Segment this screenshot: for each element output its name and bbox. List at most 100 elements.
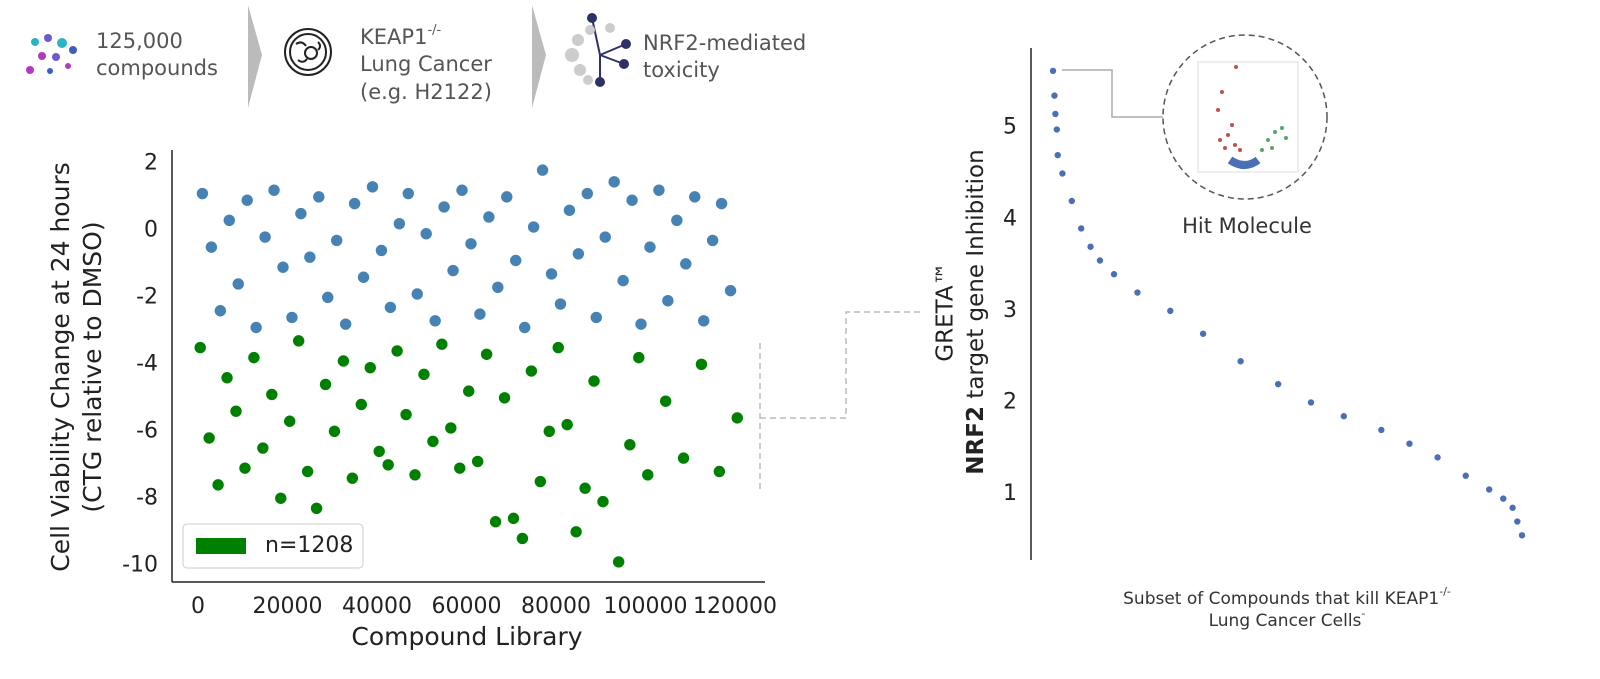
y-tick-label: 0: [144, 217, 158, 242]
y-tick-label: -6: [136, 418, 158, 443]
point: [697, 314, 710, 328]
point: [1199, 329, 1207, 338]
point: [265, 388, 279, 401]
y-tick-label: -8: [136, 485, 158, 510]
point: [384, 301, 397, 314]
point: [1077, 224, 1085, 233]
inset: [1162, 34, 1328, 200]
point: [258, 230, 272, 244]
point: [337, 354, 350, 368]
point: [417, 368, 431, 381]
point: [393, 217, 406, 230]
point: [507, 512, 520, 525]
point: [363, 361, 377, 374]
point: [339, 317, 352, 331]
point: [437, 200, 451, 214]
x-tick-label: 120000: [693, 594, 777, 619]
point: [238, 461, 252, 475]
point: [1377, 426, 1386, 434]
point: [1096, 256, 1104, 265]
point: [1433, 453, 1442, 462]
y-tick-label: -4: [136, 351, 158, 376]
point: [677, 451, 690, 465]
point: [1050, 91, 1059, 100]
point: [1485, 485, 1493, 494]
step-text: toxicity: [643, 58, 720, 82]
point: [500, 190, 514, 204]
point: [220, 371, 234, 385]
x-axis-label: Compound Library: [351, 622, 582, 651]
x-tick-label: 100000: [604, 594, 688, 619]
point: [1405, 439, 1414, 448]
point: [231, 277, 245, 291]
point: [444, 421, 458, 435]
point: [730, 411, 744, 425]
point: [435, 337, 449, 351]
point: [482, 210, 496, 224]
point: [312, 190, 326, 204]
y-tick-label: 2: [1003, 389, 1017, 414]
point: [625, 193, 639, 207]
point: [453, 461, 467, 475]
y-axis-label: (CTG relative to DMSO): [78, 221, 107, 512]
point: [706, 234, 719, 247]
y-tick-label: 5: [1003, 115, 1017, 140]
y-axis-label: target gene Inhibition: [963, 149, 989, 406]
point: [285, 311, 299, 324]
point: [462, 384, 476, 398]
y-tick-label: 2: [144, 150, 158, 175]
point: [498, 391, 511, 405]
point: [480, 347, 493, 361]
point: [214, 304, 227, 318]
point: [319, 378, 332, 391]
y-tick-label: 3: [1003, 298, 1017, 323]
connector: [760, 311, 922, 419]
point: [321, 291, 335, 304]
point: [1086, 242, 1095, 251]
point: [446, 264, 460, 277]
point: [536, 163, 549, 177]
point: [328, 425, 341, 438]
step-text: KEAP1: [360, 25, 427, 49]
point: [372, 445, 386, 458]
point: [516, 532, 529, 545]
point: [1499, 494, 1508, 503]
point: [1052, 125, 1061, 134]
point: [473, 307, 487, 321]
point: [355, 398, 368, 411]
x-axis-label: Subset of Compounds that kill KEAP1: [1123, 589, 1439, 609]
arrow: [532, 5, 546, 108]
x-tick-label: 40000: [342, 594, 412, 619]
point: [240, 193, 254, 207]
point: [641, 468, 655, 482]
step-text: compounds: [96, 56, 218, 80]
point: [1053, 151, 1062, 159]
point: [679, 257, 693, 271]
x-tick-label: 80000: [521, 594, 591, 619]
point: [563, 203, 576, 217]
y-axis-label: NRF2 target gene Inhibition: [963, 149, 989, 474]
point: [1518, 531, 1526, 540]
point: [375, 244, 388, 257]
point: [276, 260, 290, 274]
y-tick-label: -10: [122, 552, 158, 577]
point: [1508, 503, 1517, 512]
point: [408, 468, 422, 482]
x-axis-sup: -: [1361, 607, 1365, 620]
point: [1058, 169, 1067, 178]
point: [410, 287, 424, 301]
point: [572, 247, 585, 261]
point: [661, 294, 675, 307]
point: [715, 197, 728, 210]
point: [464, 237, 478, 251]
point: [399, 408, 413, 421]
point: [330, 234, 343, 247]
point: [518, 321, 531, 334]
arrow: [248, 5, 262, 108]
point: [643, 240, 657, 254]
point: [724, 284, 737, 297]
y-axis-label-bold: NRF2: [963, 406, 989, 475]
inset-label: Hit Molecule: [1182, 214, 1312, 238]
step-text: 125,000: [96, 29, 183, 53]
